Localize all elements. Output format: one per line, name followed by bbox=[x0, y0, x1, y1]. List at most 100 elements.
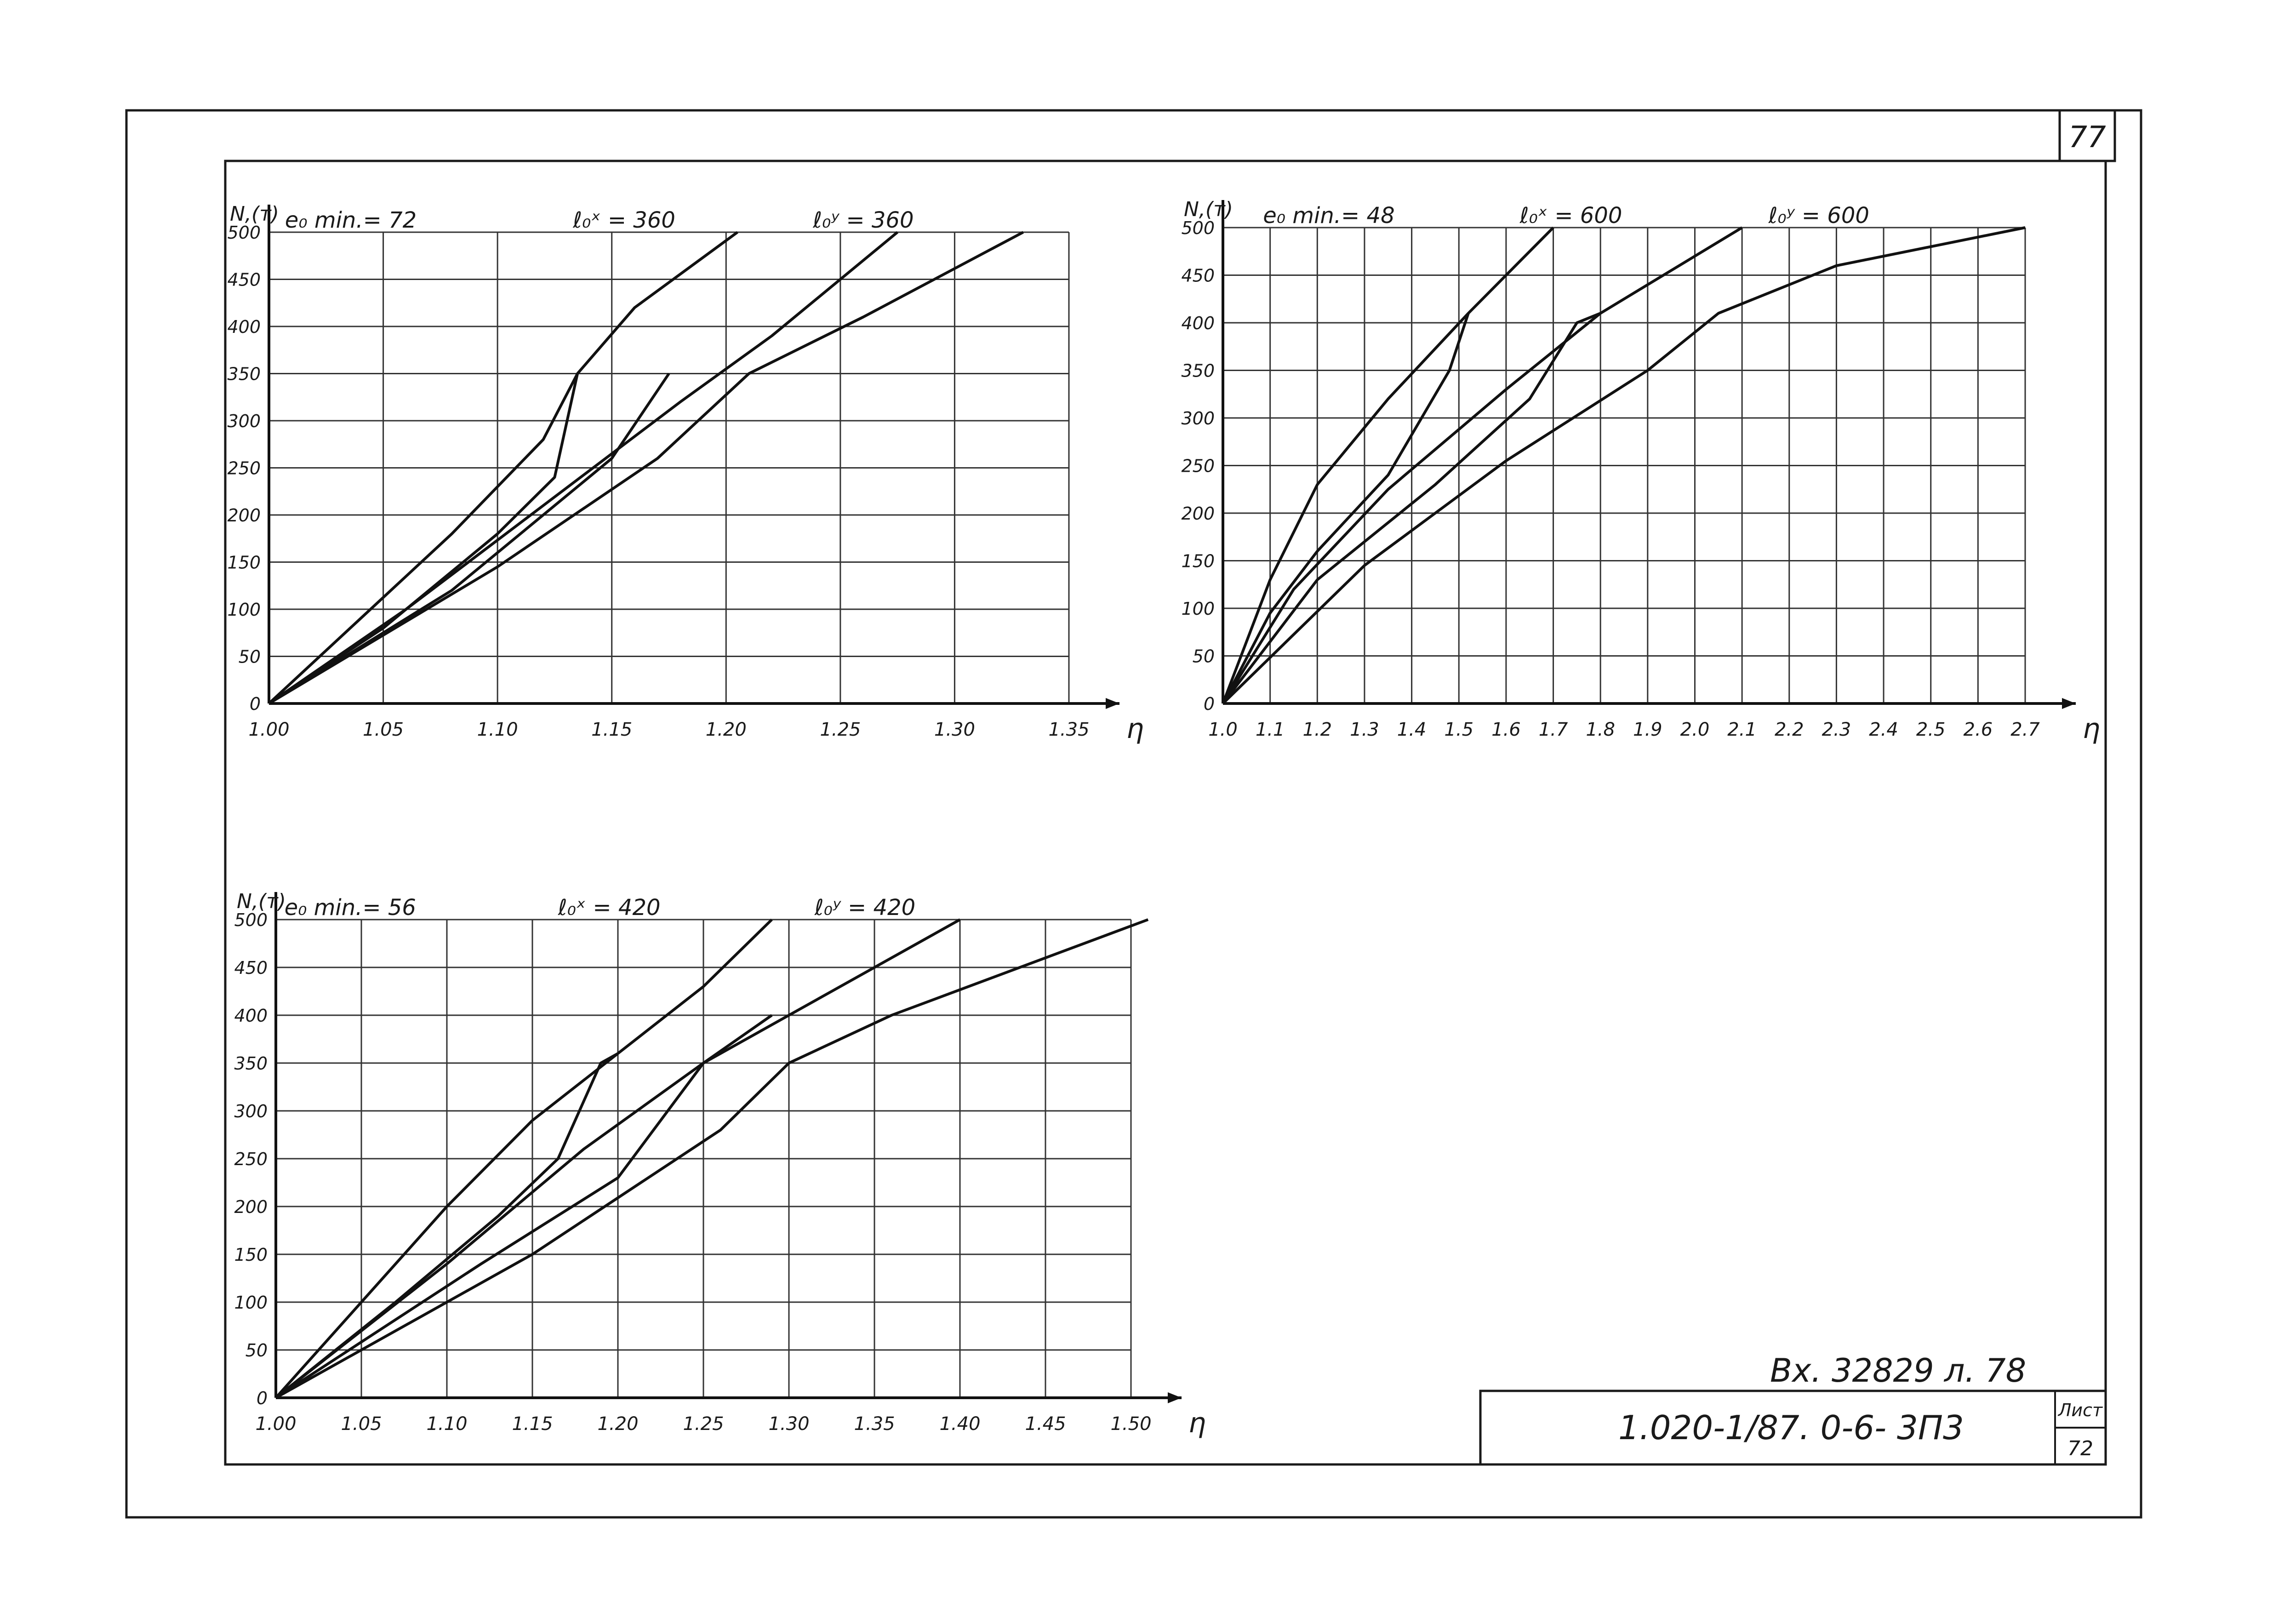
y-tick-label: 300 bbox=[227, 411, 261, 431]
x-tick-label: 2.5 bbox=[1916, 719, 1946, 740]
x-axis-arrow bbox=[2062, 698, 2076, 709]
x-tick-label: 1.05 bbox=[341, 1413, 382, 1435]
x-axis-label: η bbox=[2083, 713, 2100, 745]
x-tick-label: 1.4 bbox=[1397, 719, 1427, 740]
x-tick-label: 1.15 bbox=[591, 719, 632, 740]
y-tick-label: 0 bbox=[257, 1388, 268, 1408]
y-tick-label: 200 bbox=[234, 1197, 268, 1217]
x-tick-label: 2.2 bbox=[1775, 719, 1804, 740]
x-tick-label: 1.25 bbox=[683, 1413, 724, 1435]
x-tick-label: 1.5 bbox=[1444, 719, 1473, 740]
y-tick-label: 450 bbox=[234, 958, 268, 978]
y-tick-label: 300 bbox=[1181, 408, 1215, 429]
x-tick-label: 2.7 bbox=[2010, 719, 2040, 740]
x-tick-label: 1.8 bbox=[1586, 719, 1615, 740]
charts-layer: 1.00 1.05 1.10 1.15 1.20 1.25 1.30 1.3505010015… bbox=[227, 198, 2100, 1439]
x-tick-label: 1.7 bbox=[1539, 719, 1568, 740]
chart-1: 1.00 1.05 1.10 1.15 1.20 1.25 1.30 1.35 0 50 100 15… bbox=[227, 202, 1144, 745]
series-line-3 bbox=[268, 231, 899, 705]
x-tick-label: 1.40 bbox=[939, 1413, 980, 1435]
chart-3: 1.00 1.05 1.10 1.15 1.20 1.25 1.30 1.35 1.40 1.45… bbox=[234, 890, 1206, 1439]
y-tick-label: 50 bbox=[239, 647, 261, 667]
x-tick-label: 1.45 bbox=[1025, 1413, 1066, 1435]
page-number-box bbox=[2058, 109, 2116, 162]
outer-frame bbox=[125, 109, 2142, 1519]
x-tick-label: 1.00 bbox=[248, 719, 289, 740]
y-tick-label: 150 bbox=[227, 553, 261, 573]
x-tick-label: 1.30 bbox=[934, 719, 975, 740]
y-tick-label: 150 bbox=[234, 1245, 268, 1265]
x-tick-label: 1.0 bbox=[1208, 719, 1238, 740]
sheet-number: 72 bbox=[2067, 1437, 2093, 1460]
chart-annotation: ℓ₀ʸ = 420 bbox=[814, 895, 915, 921]
x-axis-label: η bbox=[1188, 1407, 1206, 1439]
series-line-5 bbox=[1222, 226, 2026, 705]
y-tick-label: 350 bbox=[234, 1053, 268, 1074]
x-tick-label: 1.05 bbox=[363, 719, 404, 740]
x-axis-label: η bbox=[1126, 713, 1144, 745]
y-tick-label: 250 bbox=[234, 1149, 268, 1169]
x-tick-label: 1.6 bbox=[1491, 719, 1521, 740]
series-line-4 bbox=[275, 1014, 773, 1399]
x-tick-label: 1.50 bbox=[1110, 1413, 1151, 1435]
chart-annotation: e₀ min.= 48 bbox=[1263, 203, 1394, 229]
chart-2: 1.0 1.1 1.2 1.3 1.4 1.5 1.6 1.7 1.8 1.9 2.0 2.1 2.2 2… bbox=[1181, 198, 2100, 745]
y-tick-label: 350 bbox=[1181, 361, 1215, 381]
inbox-note: Вх. 32829 л. 78 bbox=[1770, 1352, 2026, 1390]
y-tick-label: 400 bbox=[1181, 313, 1215, 333]
series-line-5 bbox=[268, 231, 1024, 705]
x-tick-label: 1.15 bbox=[512, 1413, 553, 1435]
series-line-1 bbox=[1222, 226, 1554, 704]
y-tick-label: 150 bbox=[1181, 551, 1215, 572]
chart-annotation: ℓ₀ˣ = 420 bbox=[558, 895, 661, 921]
x-tick-label: 2.3 bbox=[1822, 719, 1851, 740]
chart-annotation: ℓ₀ˣ = 360 bbox=[572, 207, 675, 233]
y-tick-label: 250 bbox=[227, 458, 261, 479]
x-tick-label: 2.4 bbox=[1869, 719, 1898, 740]
y-tick-label: 0 bbox=[250, 694, 261, 714]
y-tick-label: 450 bbox=[1181, 266, 1215, 286]
page-number: 77 bbox=[2068, 120, 2106, 154]
series-line-1 bbox=[268, 231, 738, 705]
chart-annotation: e₀ min.= 72 bbox=[285, 207, 417, 233]
y-tick-label: 100 bbox=[1181, 599, 1215, 619]
x-tick-label: 1.25 bbox=[820, 719, 861, 740]
x-tick-label: 1.3 bbox=[1350, 719, 1379, 740]
y-tick-label: 400 bbox=[227, 317, 261, 337]
x-axis-arrow bbox=[1106, 698, 1119, 709]
x-axis-arrow bbox=[1168, 1392, 1182, 1403]
y-tick-label: 300 bbox=[234, 1101, 268, 1121]
series-line-5 bbox=[275, 918, 1149, 1399]
x-tick-label: 2.6 bbox=[1964, 719, 1993, 740]
x-tick-label: 2.1 bbox=[1727, 719, 1757, 740]
x-tick-label: 1.35 bbox=[854, 1413, 895, 1435]
y-tick-label: 0 bbox=[1204, 694, 1215, 714]
sheet-label: Лист bbox=[2057, 1400, 2103, 1420]
y-tick-label: 200 bbox=[1181, 503, 1215, 524]
x-tick-label: 1.10 bbox=[477, 719, 518, 740]
series-line-4 bbox=[1222, 312, 1601, 704]
document-designation: 1.020-1/87. 0-6- 3П3 bbox=[1618, 1408, 1964, 1447]
x-tick-label: 1.9 bbox=[1633, 719, 1662, 740]
series-line-4 bbox=[268, 372, 670, 705]
y-tick-label: 50 bbox=[246, 1340, 268, 1361]
chart-annotation: ℓ₀ʸ = 600 bbox=[1768, 203, 1869, 229]
x-tick-label: 1.1 bbox=[1256, 719, 1285, 740]
y-tick-label: 50 bbox=[1193, 646, 1215, 667]
y-tick-label: 100 bbox=[234, 1292, 268, 1313]
series-line-3 bbox=[275, 918, 961, 1399]
y-tick-label: 100 bbox=[227, 600, 261, 620]
y-tick-label: 400 bbox=[234, 1006, 268, 1026]
x-tick-label: 2.0 bbox=[1680, 719, 1710, 740]
y-tick-label: 450 bbox=[227, 270, 261, 290]
x-tick-label: 1.00 bbox=[255, 1413, 296, 1435]
series-line-2 bbox=[268, 373, 579, 705]
y-tick-label: 200 bbox=[227, 505, 261, 526]
y-tick-label: 500 bbox=[1181, 218, 1215, 238]
x-tick-label: 1.20 bbox=[597, 1413, 638, 1435]
series-line-2 bbox=[1222, 313, 1470, 704]
chart-annotation: e₀ min.= 56 bbox=[285, 895, 416, 921]
inner-frame bbox=[224, 160, 2107, 1466]
x-tick-label: 1.2 bbox=[1302, 719, 1332, 740]
x-tick-label: 1.35 bbox=[1048, 719, 1089, 740]
